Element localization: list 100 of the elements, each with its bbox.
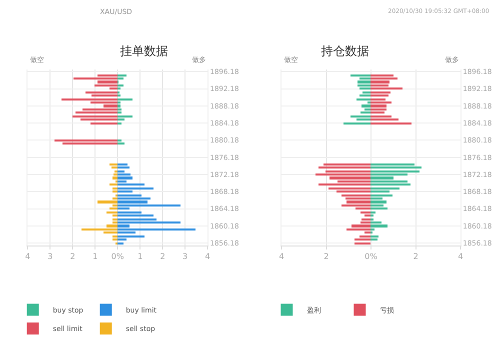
x-tick-label: 4 [25,252,30,262]
bar [118,242,124,244]
bar [118,87,121,90]
bar [110,207,118,210]
bar [358,84,371,86]
bar [370,74,394,76]
bar [370,170,420,172]
bar [370,238,378,240]
bar [90,122,118,124]
bar [318,166,371,168]
x-tick-label: 2 [70,252,76,262]
bar [112,176,118,180]
bar [362,91,371,94]
bar [370,122,412,124]
bar [118,115,133,118]
bar [112,218,118,220]
bar [370,180,408,182]
bar [114,170,118,172]
bar [118,166,130,168]
bar [118,176,133,180]
bar [118,235,145,238]
bar [112,235,118,238]
bar [98,200,118,204]
bar [118,197,151,200]
bar [118,77,124,80]
bar [112,238,118,240]
x-tick-label: 1 [138,252,143,262]
bar [112,166,118,168]
bar [62,98,118,100]
bar [370,235,379,238]
bar [354,238,371,240]
bar [54,139,118,142]
x-tick-label: 0% [111,252,124,262]
x-tick-label: 2 [324,252,329,262]
bar [118,104,121,108]
bar [118,228,196,230]
bar [110,163,118,166]
bar [346,228,371,230]
bar [346,197,371,200]
bar [370,87,403,90]
bar [118,173,131,176]
bar [118,204,181,206]
bar [86,91,118,94]
x-tick-label: 4 [458,252,464,262]
bar [112,187,118,190]
bar [370,187,400,190]
bar [82,228,118,230]
bar [362,104,371,108]
x-tick-label: 2 [160,252,166,262]
bar [118,108,122,110]
bar [364,108,371,110]
bar [370,94,389,96]
bar [342,194,371,196]
chart-title: 持仓数据 [321,44,369,58]
bar [112,190,118,192]
bar [350,115,371,118]
bar [118,122,122,124]
x-tick-label: 3 [48,252,53,262]
bar [370,166,422,168]
bar [370,118,399,120]
x-tick-label: 1 [92,252,98,262]
bar [370,91,391,94]
bar [362,218,371,220]
bar [370,204,384,206]
bar [106,211,118,214]
bar [370,183,411,186]
bar [118,98,133,100]
bar [370,200,387,204]
bar [358,80,371,84]
bar [360,111,371,114]
bar [118,74,127,76]
x-tick-label: 3 [182,252,188,262]
bar [118,142,125,144]
bar [118,139,122,142]
x-tick-label: 4 [205,252,210,262]
bar [360,94,371,96]
bar [118,111,122,114]
bar [318,183,371,186]
bar [118,187,154,190]
bar [344,122,371,124]
bar [354,242,371,244]
bar [370,77,398,80]
x-tick-label: 0% [364,252,378,262]
bar [342,204,371,206]
bar [328,187,371,190]
bar [364,214,371,216]
bar [94,84,118,86]
bar [118,214,154,216]
bar [316,173,371,176]
bar [370,111,385,114]
bar [350,74,371,76]
bar [370,194,393,196]
bar [356,98,371,100]
x-tick-label: 4 [279,252,284,262]
bar [370,211,376,214]
bar [114,173,118,176]
bar [370,224,388,228]
chart-title: 挂单数据 [120,44,168,58]
bar [76,111,118,114]
bar [360,87,371,90]
